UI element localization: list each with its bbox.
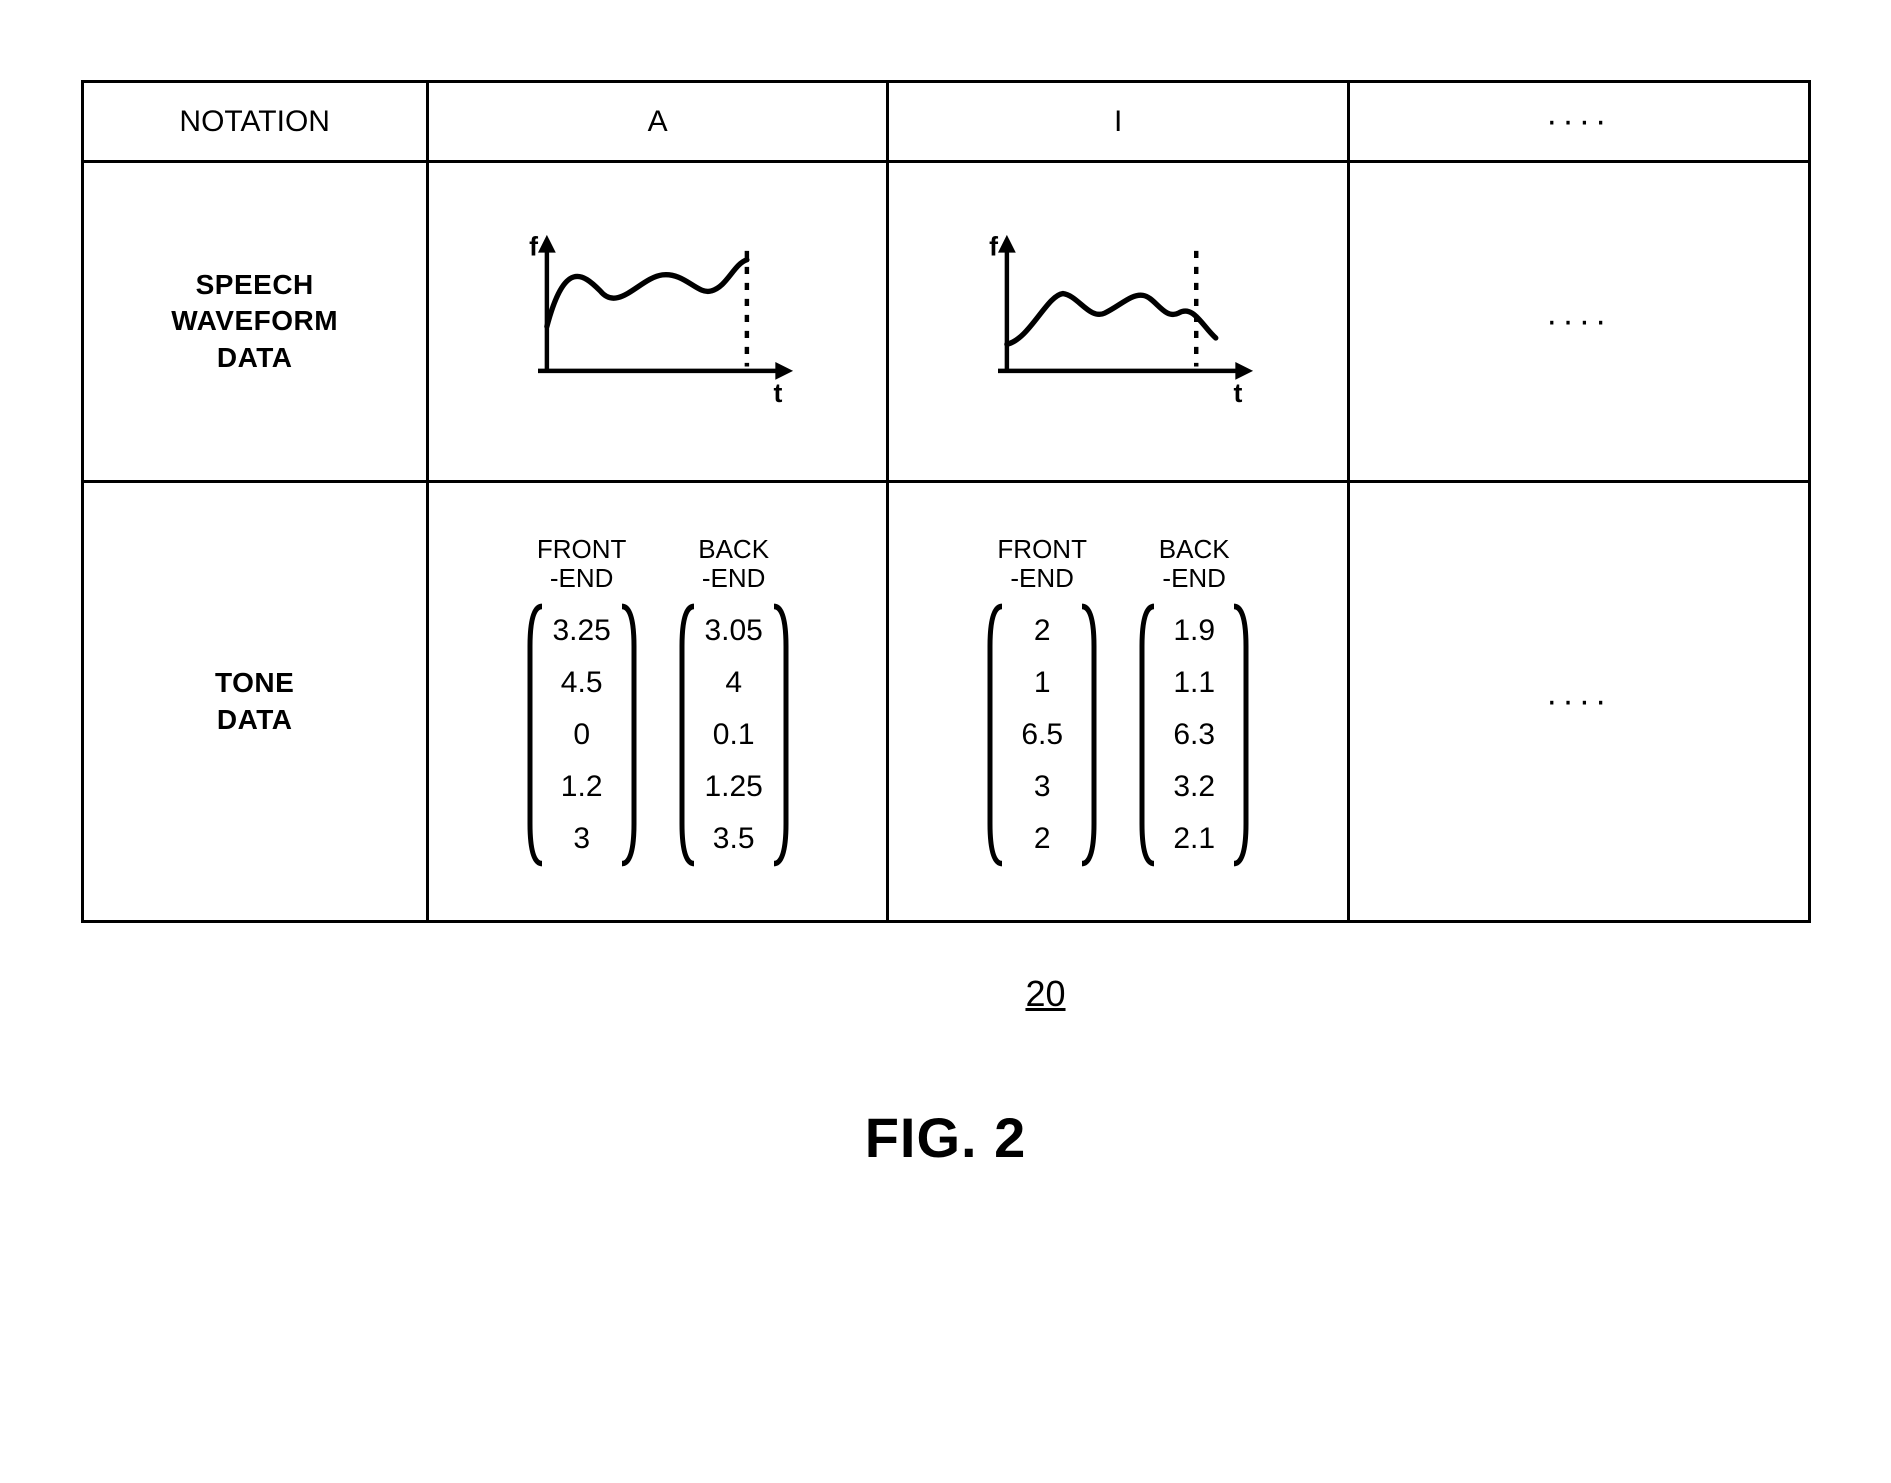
vector-value: 6.3 [1164, 718, 1224, 752]
vector-values: 1.9 1.1 6.3 3.2 2.1 [1164, 614, 1224, 856]
svg-text:t: t [1234, 378, 1243, 408]
tone-vector-back: BACK-END 3.05 4 0.1 1.25 3.5 [678, 535, 790, 868]
data-table: NOTATION A I ···· SPEECHWAVEFORMDATA ft … [81, 80, 1811, 923]
svg-text:f: f [989, 231, 998, 261]
notation-cell-1: I [888, 82, 1349, 162]
notation-header: NOTATION [82, 82, 427, 162]
notation-row: NOTATION A I ···· [82, 82, 1809, 162]
vector-value: 2 [1012, 822, 1072, 856]
waveform-header: SPEECHWAVEFORMDATA [82, 162, 427, 482]
waveform-row: SPEECHWAVEFORMDATA ft ft ···· [82, 162, 1809, 482]
vector-values: 3.05 4 0.1 1.25 3.5 [704, 614, 764, 856]
tone-ellipsis: ···· [1546, 682, 1611, 720]
vector-value: 3.05 [704, 614, 764, 648]
paren-right-icon [618, 602, 638, 868]
paren-left-icon [986, 602, 1006, 868]
row-header-text: TONEDATA [84, 665, 426, 738]
row-header-text: SPEECHWAVEFORMDATA [84, 267, 426, 376]
vector-header: FRONT-END [537, 535, 627, 592]
vector-value: 6.5 [1012, 718, 1072, 752]
vector-value: 2 [1012, 614, 1072, 648]
paren-left-icon [1138, 602, 1158, 868]
tone-vector-back: BACK-END 1.9 1.1 6.3 3.2 2.1 [1138, 535, 1250, 868]
notation-ellipsis: ···· [1546, 102, 1611, 140]
svg-text:t: t [773, 378, 782, 408]
tone-row: TONEDATA FRONT-END 3.25 4.5 0 1.2 3 BACK-END 3.… [82, 482, 1809, 922]
paren-left-icon [526, 602, 546, 868]
tone-cell-0: FRONT-END 3.25 4.5 0 1.2 3 BACK-END 3.05 4 0.1 1.2… [427, 482, 888, 922]
vector-value: 0.1 [704, 718, 764, 752]
vector-value: 1.25 [704, 770, 764, 804]
figure-label: FIG. 2 [81, 1105, 1811, 1170]
vector-value: 4.5 [552, 666, 612, 700]
vector-value: 0 [552, 718, 612, 752]
vector-value: 3.2 [1164, 770, 1224, 804]
vector-value: 1 [1012, 666, 1072, 700]
vector-header: BACK-END [698, 535, 769, 592]
tone-vector-front: FRONT-END 2 1 6.5 3 2 [986, 535, 1098, 868]
vector-value: 4 [704, 666, 764, 700]
vector-value: 1.9 [1164, 614, 1224, 648]
vector-values: 2 1 6.5 3 2 [1012, 614, 1072, 856]
waveform-cell-2: ···· [1348, 162, 1809, 482]
svg-text:f: f [529, 231, 538, 261]
tone-header: TONEDATA [82, 482, 427, 922]
tone-cell-1: FRONT-END 2 1 6.5 3 2 BACK-END 1.9 1.1 6.3 3.2 2.1 [888, 482, 1349, 922]
waveform-ellipsis: ···· [1546, 302, 1611, 340]
vector-value: 1.1 [1164, 666, 1224, 700]
figure-container: NOTATION A I ···· SPEECHWAVEFORMDATA ft … [81, 80, 1811, 1170]
vector-value: 2.1 [1164, 822, 1224, 856]
tone-cell-2: ···· [1348, 482, 1809, 922]
notation-cell-0: A [427, 82, 888, 162]
waveform-cell-1: ft [888, 162, 1349, 482]
paren-right-icon [1078, 602, 1098, 868]
figure-ref-number: 20 [281, 973, 1811, 1015]
vector-value: 3.5 [704, 822, 764, 856]
vector-header: FRONT-END [997, 535, 1087, 592]
vector-values: 3.25 4.5 0 1.2 3 [552, 614, 612, 856]
vector-header: BACK-END [1159, 535, 1230, 592]
paren-right-icon [770, 602, 790, 868]
row-header-text: NOTATION [179, 105, 330, 138]
vector-value: 3.25 [552, 614, 612, 648]
tone-vector-front: FRONT-END 3.25 4.5 0 1.2 3 [526, 535, 638, 868]
vector-value: 3 [552, 822, 612, 856]
paren-left-icon [678, 602, 698, 868]
notation-label: I [1114, 105, 1122, 138]
waveform-cell-0: ft [427, 162, 888, 482]
vector-value: 3 [1012, 770, 1072, 804]
notation-label: A [648, 105, 668, 138]
vector-value: 1.2 [552, 770, 612, 804]
paren-right-icon [1230, 602, 1250, 868]
notation-cell-2: ···· [1348, 82, 1809, 162]
